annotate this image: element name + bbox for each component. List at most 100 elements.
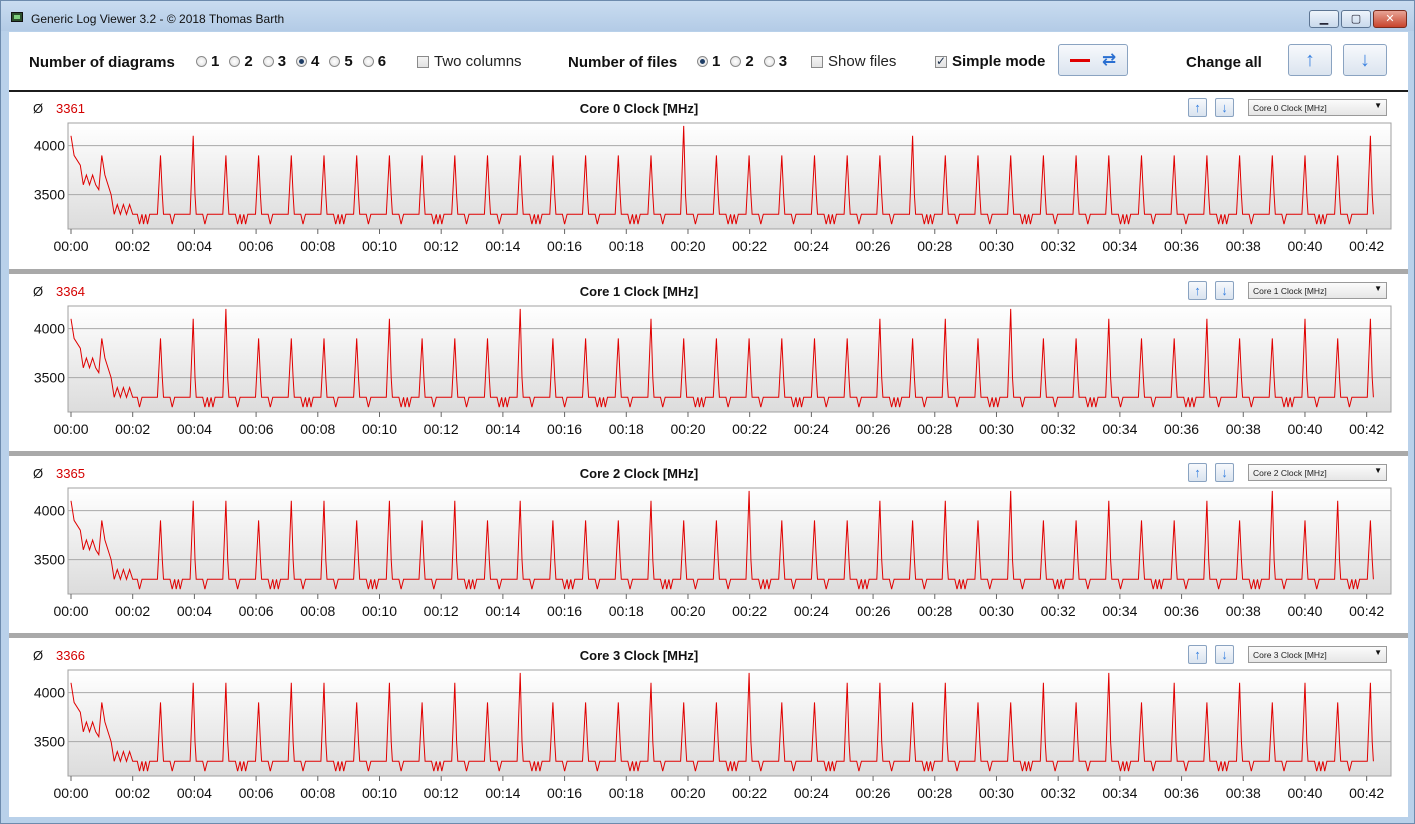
- window-title: Generic Log Viewer 3.2 - © 2018 Thomas B…: [31, 12, 285, 26]
- x-tick-label: 00:14: [485, 238, 520, 254]
- title-bar[interactable]: Generic Log Viewer 3.2 - © 2018 Thomas B…: [1, 1, 1414, 31]
- channel-select-value: Core 0 Clock [MHz]: [1253, 103, 1327, 113]
- files-radio-dot-icon[interactable]: [763, 56, 775, 67]
- chart-0[interactable]: 4000 3500 00:00 00:02 00:04 00:06 00:08 00:10 00…: [9, 92, 1408, 274]
- files-radio-dot-icon[interactable]: [697, 56, 708, 67]
- diagrams-radio-5[interactable]: 5: [329, 53, 353, 70]
- x-tick-label: 00:18: [609, 603, 644, 619]
- diagrams-radio-dot-icon[interactable]: [296, 56, 308, 67]
- x-tick-label: 00:28: [917, 785, 952, 801]
- line-color-button[interactable]: ⇄: [1058, 44, 1128, 76]
- diagrams-radio-dot-icon[interactable]: [362, 56, 374, 67]
- move-up-button[interactable]: ↑: [1188, 645, 1207, 664]
- average-symbol: Ø: [33, 648, 44, 663]
- diagrams-radio-1[interactable]: 1: [196, 53, 219, 70]
- x-tick-label: 00:16: [547, 785, 582, 801]
- x-tick-label: 00:08: [300, 603, 335, 619]
- move-all-down-button[interactable]: ↓: [1343, 44, 1387, 76]
- diagrams-radio-4[interactable]: 4: [296, 53, 319, 70]
- diagrams-radio-dot-icon[interactable]: [196, 56, 207, 67]
- diagrams-radio-dot-icon[interactable]: [329, 56, 341, 67]
- files-radio-label: 3: [778, 53, 788, 70]
- x-tick-label: 00:26: [856, 603, 891, 619]
- move-all-up-button[interactable]: ↑: [1288, 44, 1332, 76]
- arrow-down-icon: ↓: [1221, 465, 1228, 480]
- diagrams-radio-dot-icon[interactable]: [229, 56, 241, 67]
- panel-separator[interactable]: [9, 451, 1408, 456]
- diagram-panel-0: 4000 3500 00:00 00:02 00:04 00:06 00:08 00:10 00…: [9, 92, 1408, 274]
- change-all-label: Change all: [1186, 54, 1262, 71]
- simple-mode-check-icon[interactable]: [935, 54, 947, 68]
- x-tick-label: 00:10: [362, 785, 397, 801]
- diagrams-radio-3[interactable]: 3: [262, 53, 286, 70]
- average-value: 3361: [56, 101, 85, 116]
- x-tick-label: 00:06: [239, 785, 274, 801]
- minimize-button[interactable]: ▁: [1309, 10, 1339, 28]
- maximize-button[interactable]: ▢: [1341, 10, 1371, 28]
- series-line: [70, 672, 1374, 772]
- diagram-panel-2: 4000 3500 00:00 00:02 00:04 00:06 00:08 00:10 00…: [9, 457, 1408, 639]
- chart-1[interactable]: 4000 3500 00:00 00:02 00:04 00:06 00:08 00:10 00…: [9, 275, 1408, 457]
- channel-select[interactable]: Core 0 Clock [MHz] ▼: [1248, 99, 1387, 116]
- files-radio-label: 1: [712, 53, 721, 70]
- simple-mode-checkbox[interactable]: Simple mode: [935, 53, 1045, 70]
- x-tick-label: 00:38: [1226, 421, 1261, 437]
- diagrams-radio-dot-icon[interactable]: [262, 56, 274, 67]
- y-tick-label: 4000: [34, 685, 65, 701]
- move-up-button[interactable]: ↑: [1188, 98, 1207, 117]
- chart-2[interactable]: 4000 3500 00:00 00:02 00:04 00:06 00:08 00:10 00…: [9, 457, 1408, 639]
- files-radio-dot-icon[interactable]: [730, 56, 742, 67]
- x-tick-label: 00:34: [1102, 785, 1137, 801]
- x-tick-label: 00:04: [177, 603, 212, 619]
- x-tick-label: 00:20: [670, 238, 705, 254]
- x-tick-label: 00:20: [670, 785, 705, 801]
- y-tick-label: 4000: [34, 138, 65, 154]
- y-tick-label: 4000: [34, 321, 65, 337]
- channel-select-value: Core 1 Clock [MHz]: [1253, 286, 1327, 296]
- move-up-button[interactable]: ↑: [1188, 281, 1207, 300]
- files-radio-3[interactable]: 3: [763, 53, 788, 70]
- move-down-button[interactable]: ↓: [1215, 463, 1234, 482]
- panel-separator[interactable]: [9, 269, 1408, 274]
- move-up-button[interactable]: ↑: [1188, 463, 1207, 482]
- two-columns-check-icon[interactable]: [417, 55, 429, 68]
- x-tick-label: 00:22: [732, 238, 767, 254]
- diagrams-radio-6[interactable]: 6: [362, 53, 387, 70]
- x-tick-label: 00:00: [53, 785, 88, 801]
- x-tick-label: 00:02: [115, 238, 150, 254]
- plot-area: [67, 122, 1392, 230]
- close-button[interactable]: ✕: [1373, 10, 1407, 28]
- diagrams-radio-label: 1: [211, 53, 220, 70]
- diagram-count-radio-group: 1 2 3 4 5 6: [196, 53, 396, 70]
- panel-separator[interactable]: [9, 633, 1408, 638]
- channel-select[interactable]: Core 1 Clock [MHz] ▼: [1248, 282, 1387, 299]
- diagrams-radio-2[interactable]: 2: [229, 53, 253, 70]
- files-radio-2[interactable]: 2: [730, 53, 754, 70]
- chart-3[interactable]: 4000 3500 00:00 00:02 00:04 00:06 00:08 00:10 00…: [9, 639, 1408, 821]
- show-files-checkbox[interactable]: Show files: [811, 53, 896, 70]
- x-tick-label: 00:22: [732, 421, 767, 437]
- channel-select[interactable]: Core 3 Clock [MHz] ▼: [1248, 646, 1387, 663]
- plot-area: [67, 669, 1392, 777]
- x-tick-label: 00:18: [609, 238, 644, 254]
- x-tick-label: 00:24: [794, 238, 829, 254]
- chevron-down-icon: ▼: [1374, 284, 1382, 293]
- file-count-radio-group: 1 2 3: [697, 53, 797, 70]
- x-tick-label: 00:32: [1041, 785, 1076, 801]
- diagram-title: Core 3 Clock [MHz]: [579, 648, 699, 663]
- x-tick-label: 00:38: [1226, 238, 1261, 254]
- channel-select[interactable]: Core 2 Clock [MHz] ▼: [1248, 464, 1387, 481]
- diagrams-radio-label: 6: [377, 53, 387, 70]
- x-tick-label: 00:20: [670, 603, 705, 619]
- move-down-button[interactable]: ↓: [1215, 645, 1234, 664]
- two-columns-checkbox[interactable]: Two columns: [417, 53, 522, 70]
- arrow-up-icon: ↑: [1194, 100, 1201, 115]
- show-files-check-icon[interactable]: [811, 55, 823, 68]
- move-down-button[interactable]: ↓: [1215, 98, 1234, 117]
- x-tick-label: 00:08: [300, 421, 335, 437]
- x-tick-label: 00:00: [53, 421, 88, 437]
- files-radio-1[interactable]: 1: [697, 53, 720, 70]
- y-tick-label: 3500: [34, 187, 65, 203]
- x-tick-label: 00:14: [485, 421, 520, 437]
- move-down-button[interactable]: ↓: [1215, 281, 1234, 300]
